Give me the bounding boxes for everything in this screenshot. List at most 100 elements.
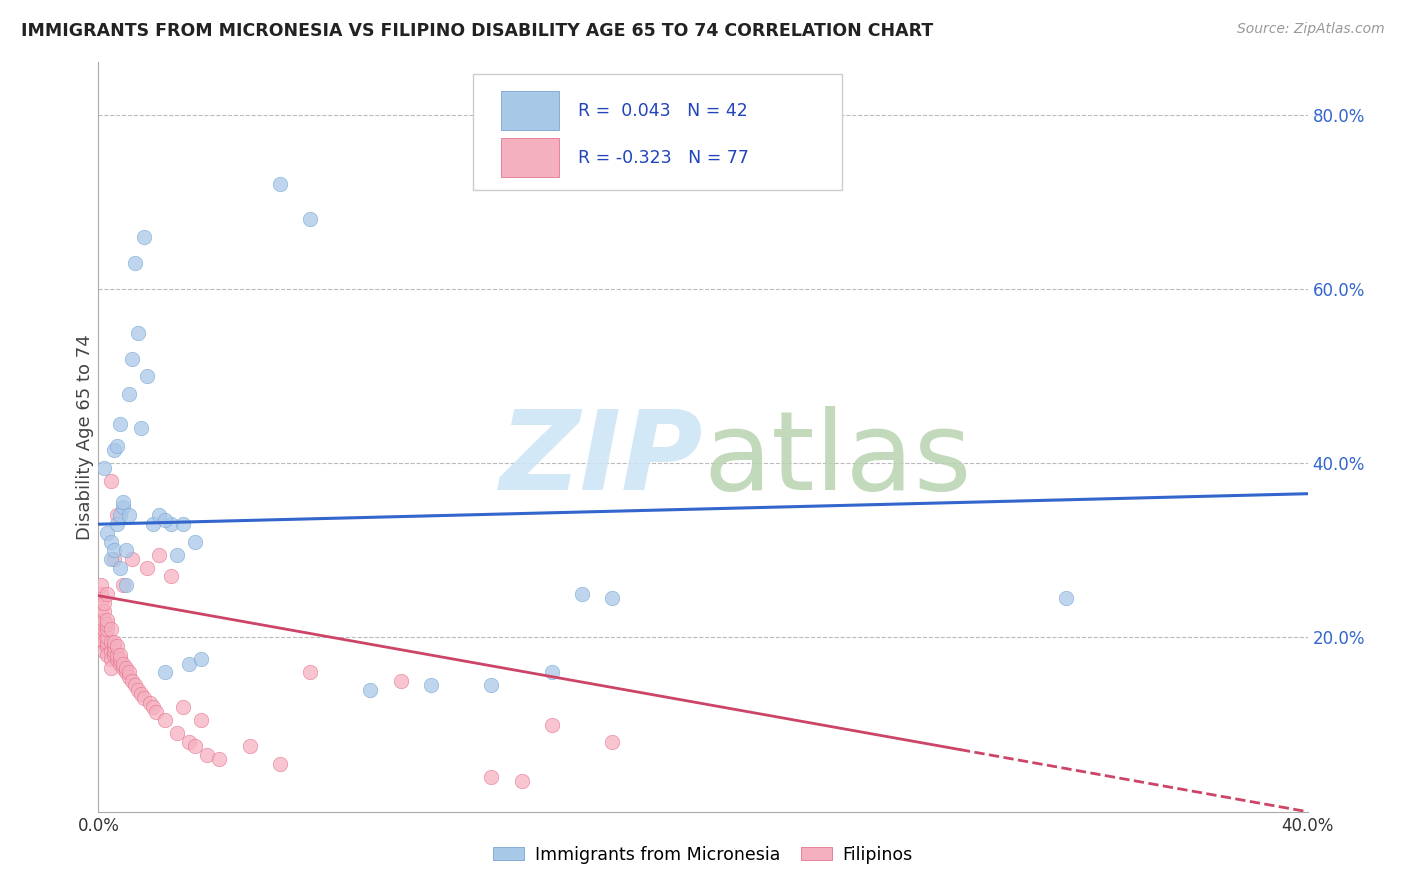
Point [90,587,112,601]
Point [96,617,118,632]
Point [114,543,136,558]
Point [148,508,170,523]
Point [108,652,131,666]
Point [90,617,112,632]
Point [299,665,322,680]
Point [481,770,503,784]
Text: IMMIGRANTS FROM MICRONESIA VS FILIPINO DISABILITY AGE 65 TO 74 CORRELATION CHART: IMMIGRANTS FROM MICRONESIA VS FILIPINO D… [21,22,934,40]
Point [118,386,141,401]
Point [299,212,322,227]
Point [105,508,128,523]
Point [172,700,194,714]
Point [239,739,262,754]
Point [100,661,122,675]
Point [111,661,134,675]
Point [108,417,131,431]
Point [90,578,112,592]
Point [179,657,201,671]
Text: ZIP: ZIP [499,406,703,513]
Point [360,682,382,697]
Point [108,657,131,671]
Point [571,587,593,601]
Point [103,552,125,566]
Point [389,673,412,688]
Point [105,517,128,532]
Point [90,596,112,610]
Point [124,256,146,270]
Point [114,661,136,675]
Legend: Immigrants from Micronesia, Filipinos: Immigrants from Micronesia, Filipinos [486,838,920,871]
Point [114,665,136,680]
Point [96,635,118,649]
Point [124,678,146,692]
Bar [501,91,560,130]
Point [93,643,115,657]
Point [100,643,122,657]
Point [132,691,155,706]
Text: R = -0.323   N = 77: R = -0.323 N = 77 [578,149,749,168]
Point [172,517,194,532]
Point [208,752,231,766]
Point [103,643,125,657]
Point [90,635,112,649]
Point [96,639,118,653]
Point [111,495,134,509]
Point [166,726,188,740]
Point [105,639,128,653]
Point [90,604,112,618]
Point [145,705,167,719]
Point [103,443,125,458]
Point [142,700,165,714]
Point [90,613,112,627]
Point [132,229,155,244]
Point [153,513,176,527]
Point [96,613,118,627]
Point [481,678,503,692]
Point [135,369,157,384]
Point [96,587,118,601]
Point [121,351,143,366]
Point [93,635,115,649]
Point [1054,591,1077,606]
Point [93,617,115,632]
Point [135,561,157,575]
Point [121,552,143,566]
Point [510,774,533,789]
Point [148,548,170,562]
FancyBboxPatch shape [474,74,842,190]
Point [103,635,125,649]
Text: R =  0.043   N = 42: R = 0.043 N = 42 [578,103,748,120]
Point [93,604,115,618]
Point [127,682,149,697]
Point [602,735,624,749]
Point [105,652,128,666]
Point [540,717,562,731]
Point [100,635,122,649]
Point [142,517,165,532]
Text: atlas: atlas [703,406,972,513]
Point [103,648,125,662]
Point [100,652,122,666]
Point [269,178,291,192]
Point [108,561,131,575]
Point [118,665,141,680]
Y-axis label: Disability Age 65 to 74: Disability Age 65 to 74 [76,334,94,540]
Point [93,622,115,636]
Point [111,500,134,514]
Point [160,517,183,532]
Point [118,670,141,684]
Text: Source: ZipAtlas.com: Source: ZipAtlas.com [1237,22,1385,37]
Point [108,508,131,523]
Point [93,613,115,627]
Point [103,543,125,558]
Point [540,665,562,680]
Point [190,652,212,666]
Point [96,622,118,636]
Point [118,508,141,523]
Point [105,648,128,662]
Point [100,622,122,636]
Point [190,713,212,727]
Point [153,665,176,680]
Point [121,673,143,688]
Point [93,631,115,645]
